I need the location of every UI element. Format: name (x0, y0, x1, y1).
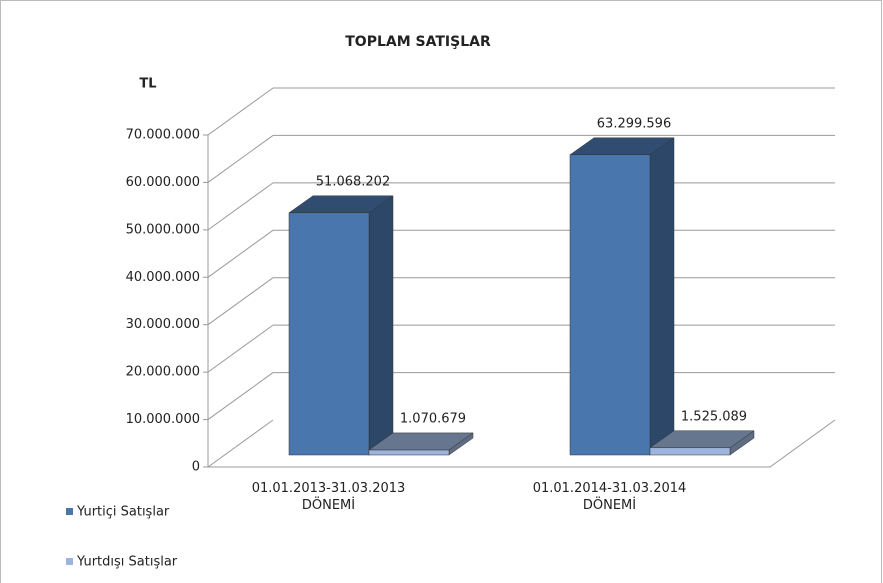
grid-diagonal (207, 372, 274, 420)
bar (368, 449, 450, 456)
y-tick-label: 0 (192, 460, 200, 475)
value-label: 1.070.679 (400, 411, 466, 426)
grid-diagonal (207, 182, 274, 231)
bar-top (288, 195, 394, 214)
value-label: 63.299.596 (597, 116, 671, 131)
grid-diagonal (207, 229, 274, 278)
bar-side (649, 137, 675, 456)
bar-top (649, 430, 755, 449)
bar (649, 447, 731, 456)
legend-label: Yurtdışı Satışlar (76, 555, 178, 570)
y-tick-label: 60.000.000 (126, 175, 200, 190)
grid-diagonal (207, 135, 274, 183)
y-tick-label: 40.000.000 (126, 270, 200, 285)
chart-title: TOPLAM SATIŞLAR (345, 34, 491, 50)
bar-top (569, 137, 675, 156)
x-tick-label: 01.01.2013-31.03.2013 DÖNEMİ (251, 481, 406, 513)
grid-diagonal (207, 324, 274, 373)
bar (288, 212, 370, 456)
bar-side (368, 195, 394, 456)
value-label: 1.525.089 (681, 409, 747, 424)
grid-diagonal (207, 277, 274, 326)
legend-swatch (66, 508, 73, 515)
grid-diagonal (207, 419, 274, 468)
bar (569, 154, 651, 456)
y-tick-label: 50.000.000 (126, 222, 200, 237)
y-tick-label: 20.000.000 (126, 365, 200, 380)
x-tick-label: 01.01.2014-31.03.2014 DÖNEMİ (532, 481, 687, 513)
y-tick-label: 30.000.000 (126, 317, 200, 332)
grid-diagonal (207, 87, 274, 136)
y-tick-label: 70.000.000 (126, 128, 200, 143)
value-label: 51.068.202 (316, 174, 390, 189)
legend-swatch (66, 558, 73, 565)
y-tick-label: 10.000.000 (126, 412, 200, 427)
floor (208, 419, 836, 468)
bar-top (368, 432, 474, 451)
y-axis-label: TL (139, 77, 156, 92)
legend-label: Yurtiçi Satışlar (76, 505, 170, 520)
